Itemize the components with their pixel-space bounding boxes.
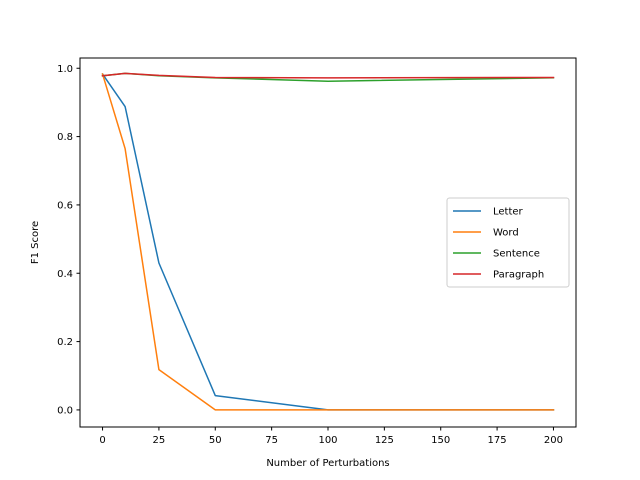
y-tick-label: 0.0 bbox=[57, 405, 73, 416]
x-tick-label: 50 bbox=[209, 435, 222, 446]
legend: Letter Word Sentence Paragraph bbox=[446, 197, 570, 288]
x-tick-label: 200 bbox=[544, 435, 563, 446]
legend-label-sentence: Sentence bbox=[493, 249, 540, 260]
y-tick-label: 0.6 bbox=[57, 200, 73, 211]
legend-label-letter: Letter bbox=[493, 207, 524, 218]
y-tick-label: 0.8 bbox=[57, 132, 73, 143]
legend-label-paragraph: Paragraph bbox=[493, 270, 544, 281]
x-axis: 0 25 50 75 100 125 150 175 200 bbox=[99, 427, 563, 446]
series-line-paragraph bbox=[101, 72, 555, 79]
legend-box bbox=[446, 197, 570, 288]
y-tick-label: 0.4 bbox=[57, 269, 73, 280]
x-tick-label: 175 bbox=[488, 435, 507, 446]
y-tick-label: 0.2 bbox=[57, 337, 73, 348]
legend-label-word: Word bbox=[493, 228, 519, 239]
y-axis: 0.0 0.2 0.4 0.6 0.8 1.0 bbox=[57, 64, 80, 416]
x-axis-label: Number of Perturbations bbox=[266, 458, 389, 469]
x-tick-label: 100 bbox=[318, 435, 337, 446]
x-tick-label: 150 bbox=[431, 435, 450, 446]
x-tick-label: 125 bbox=[375, 435, 394, 446]
x-tick-label: 0 bbox=[99, 435, 105, 446]
y-axis-label: F1 Score bbox=[30, 221, 41, 264]
series-layer bbox=[101, 72, 555, 411]
x-tick-label: 25 bbox=[153, 435, 166, 446]
x-tick-label: 75 bbox=[265, 435, 278, 446]
y-tick-label: 1.0 bbox=[57, 64, 73, 75]
series-line-word bbox=[101, 73, 555, 411]
